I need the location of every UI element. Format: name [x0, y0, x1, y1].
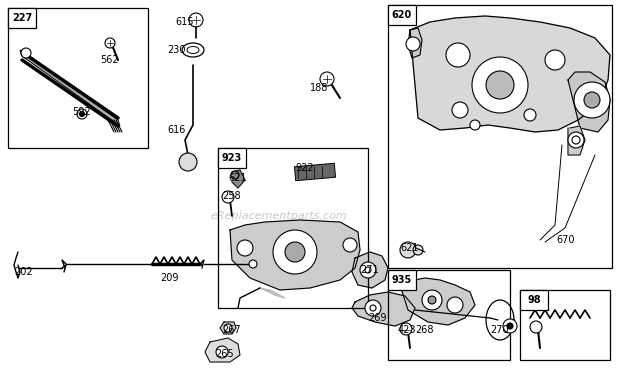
Circle shape: [222, 191, 234, 203]
Polygon shape: [410, 16, 610, 132]
Bar: [388, 270, 416, 290]
Polygon shape: [352, 292, 415, 326]
Polygon shape: [400, 278, 475, 325]
Text: 616: 616: [167, 125, 185, 135]
Circle shape: [231, 171, 239, 179]
Circle shape: [273, 230, 317, 274]
Polygon shape: [568, 126, 585, 155]
Polygon shape: [205, 338, 240, 362]
Polygon shape: [408, 28, 422, 58]
Bar: [388, 5, 416, 25]
Text: 268: 268: [415, 325, 433, 335]
Polygon shape: [20, 50, 120, 126]
Text: 188: 188: [310, 83, 329, 93]
Text: 258: 258: [222, 191, 241, 201]
Text: eReplacementparts.com: eReplacementparts.com: [211, 211, 347, 221]
Circle shape: [452, 102, 468, 118]
Circle shape: [524, 109, 536, 121]
Text: 269: 269: [368, 313, 386, 323]
Circle shape: [574, 82, 610, 118]
Circle shape: [470, 120, 480, 130]
Circle shape: [249, 260, 257, 268]
Circle shape: [472, 57, 528, 113]
Ellipse shape: [182, 43, 204, 57]
Text: 98: 98: [527, 295, 541, 305]
Bar: [520, 290, 610, 360]
Text: 202: 202: [14, 267, 33, 277]
Bar: [388, 270, 510, 360]
Text: 592: 592: [72, 107, 91, 117]
Bar: [520, 290, 548, 310]
Circle shape: [224, 324, 232, 332]
Bar: [218, 148, 246, 168]
Text: 209: 209: [160, 273, 179, 283]
Polygon shape: [230, 220, 360, 290]
Text: 923: 923: [222, 153, 242, 163]
Circle shape: [77, 109, 87, 119]
Polygon shape: [568, 72, 610, 132]
Text: 621: 621: [228, 173, 247, 183]
Circle shape: [486, 71, 514, 99]
Text: 227: 227: [12, 13, 32, 23]
Polygon shape: [232, 170, 245, 188]
Text: 922: 922: [295, 163, 314, 173]
Polygon shape: [220, 322, 236, 334]
Polygon shape: [352, 252, 388, 288]
Circle shape: [422, 290, 442, 310]
Circle shape: [413, 245, 423, 255]
Circle shape: [503, 319, 517, 333]
Text: 615: 615: [175, 17, 193, 27]
Text: 265: 265: [215, 349, 234, 359]
Text: 270: 270: [490, 325, 508, 335]
Bar: [388, 5, 612, 268]
Circle shape: [79, 111, 84, 116]
Text: 267: 267: [222, 325, 241, 335]
Circle shape: [400, 242, 416, 258]
Bar: [8, 8, 148, 148]
Circle shape: [370, 305, 376, 311]
Text: 230: 230: [167, 45, 185, 55]
Circle shape: [572, 136, 580, 144]
Text: 621: 621: [400, 243, 419, 253]
Text: 562: 562: [100, 55, 118, 65]
Circle shape: [507, 323, 513, 329]
Text: 620: 620: [392, 10, 412, 20]
Circle shape: [406, 37, 420, 51]
Circle shape: [446, 43, 470, 67]
Circle shape: [584, 92, 600, 108]
Polygon shape: [258, 288, 285, 298]
Circle shape: [189, 13, 203, 27]
Circle shape: [21, 48, 31, 58]
Circle shape: [105, 38, 115, 48]
Circle shape: [179, 153, 197, 171]
Circle shape: [400, 323, 412, 335]
Circle shape: [530, 321, 542, 333]
Text: 670: 670: [556, 235, 575, 245]
Text: 935: 935: [392, 275, 412, 285]
Circle shape: [216, 346, 228, 358]
Circle shape: [365, 300, 381, 316]
Circle shape: [545, 50, 565, 70]
Circle shape: [428, 296, 436, 304]
Text: 271: 271: [360, 265, 379, 275]
Bar: [218, 148, 368, 308]
Bar: [294, 163, 335, 181]
Circle shape: [285, 242, 305, 262]
Circle shape: [237, 240, 253, 256]
Circle shape: [365, 267, 371, 273]
Circle shape: [568, 132, 584, 148]
Circle shape: [343, 238, 357, 252]
Text: 423: 423: [398, 325, 417, 335]
Circle shape: [320, 72, 334, 86]
Ellipse shape: [187, 47, 199, 53]
Circle shape: [360, 262, 376, 278]
Circle shape: [447, 297, 463, 313]
Bar: [8, 8, 36, 28]
